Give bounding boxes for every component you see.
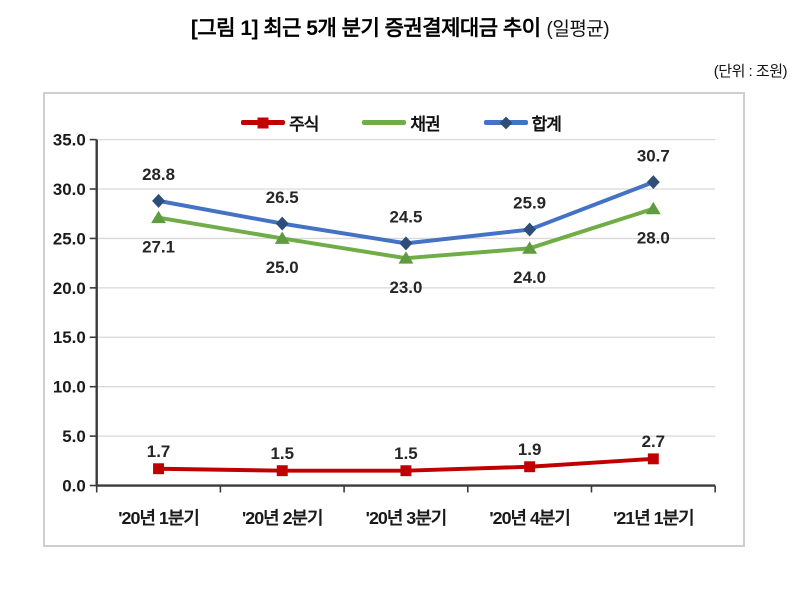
marker-triangle-bonds <box>645 201 661 215</box>
page-title: [그림 1] 최근 5개 분기 증권결제대금 추이 (일평균) <box>0 12 800 42</box>
marker-triangle-bonds <box>522 241 538 254</box>
legend-swatch-total <box>483 116 528 129</box>
marker-square-stocks <box>153 463 165 475</box>
legend-item-bonds: 채권 <box>362 110 441 135</box>
marker-square-stocks <box>524 461 536 473</box>
y-axis-label: 20.0 <box>53 279 86 298</box>
data-label-bonds: 27.1 <box>142 237 175 256</box>
data-label-bonds: 28.0 <box>637 228 670 247</box>
title-main: [그림 1] 최근 5개 분기 증권결제대금 추이 <box>190 17 541 40</box>
data-label-stocks: 2.7 <box>642 432 665 451</box>
chart-legend: 주식 채권 합계 <box>45 110 743 135</box>
legend-swatch-bonds <box>362 120 407 125</box>
unit-label: (단위 : 조원) <box>713 63 788 80</box>
data-label-total: 24.5 <box>389 208 422 227</box>
legend-swatch-stocks <box>241 117 286 128</box>
data-label-bonds: 24.0 <box>513 268 546 287</box>
y-axis-label: 0.0 <box>62 476 85 495</box>
data-label-stocks: 1.5 <box>394 444 417 463</box>
data-label-stocks: 1.7 <box>147 442 170 461</box>
data-label-total: 25.9 <box>513 194 546 213</box>
legend-label-bonds: 채권 <box>410 115 440 134</box>
line-chart: 0.0 5.0 10.0 15.0 20.0 25.0 30.0 35.0 '20년 1분기 '2… <box>53 131 716 528</box>
marker-triangle-bonds <box>151 210 167 224</box>
data-label-total: 30.7 <box>637 146 670 165</box>
x-axis-label: '20년 4분기 <box>489 508 569 528</box>
title-suffix: (일평균) <box>546 19 610 40</box>
y-axis-label: 25.0 <box>53 229 86 248</box>
data-label-bonds: 23.0 <box>389 278 422 297</box>
chart-container: 0.0 5.0 10.0 15.0 20.0 25.0 30.0 35.0 '20년 1분기 '2… <box>43 92 745 547</box>
marker-diamond-total <box>275 216 289 231</box>
data-label-total: 28.8 <box>142 165 175 184</box>
data-label-stocks: 1.9 <box>518 440 541 459</box>
y-axis-label: 10.0 <box>53 378 86 397</box>
marker-square-stocks <box>276 465 288 477</box>
marker-diamond-total <box>523 222 537 237</box>
legend-item-stocks: 주식 <box>241 110 319 135</box>
marker-diamond-total <box>399 236 413 251</box>
x-axis-label: '21년 1분기 <box>613 508 693 528</box>
legend-marker-square-icon <box>257 117 269 128</box>
legend-label-total: 합계 <box>531 115 562 134</box>
data-label-bonds: 25.0 <box>266 258 299 277</box>
marker-triangle-bonds <box>398 251 414 264</box>
data-label-stocks: 1.5 <box>271 444 294 463</box>
y-axis-label: 15.0 <box>53 328 86 347</box>
marker-square-stocks <box>647 453 659 465</box>
y-axis-label: 30.0 <box>53 180 86 199</box>
x-axis-label: '20년 1분기 <box>118 508 198 528</box>
legend-item-total: 합계 <box>483 110 562 135</box>
x-axis-label: '20년 3분기 <box>366 508 446 528</box>
marker-square-stocks <box>400 465 412 477</box>
x-axis-label: '20년 2분기 <box>242 508 322 528</box>
data-label-total: 26.5 <box>266 188 299 207</box>
marker-triangle-bonds <box>274 231 290 244</box>
y-axis-label: 5.0 <box>62 427 85 446</box>
marker-diamond-total <box>152 193 166 208</box>
marker-diamond-total <box>646 175 660 190</box>
y-axis-label: 35.0 <box>53 131 86 150</box>
legend-label-stocks: 주식 <box>289 115 319 134</box>
legend-marker-diamond-icon <box>499 116 513 129</box>
